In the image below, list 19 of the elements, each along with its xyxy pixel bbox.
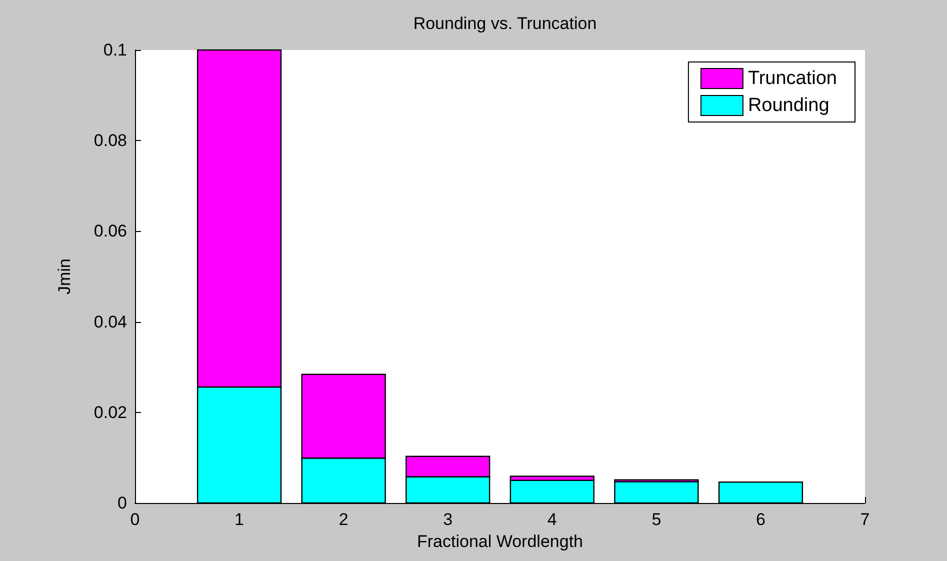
x-axis-title: Fractional Wordlength xyxy=(417,532,583,551)
y-tick-label: 0.1 xyxy=(103,40,127,60)
x-tick-label: 4 xyxy=(547,510,557,529)
y-tick-label: 0 xyxy=(118,494,127,512)
y-tick-label: 0.04 xyxy=(94,312,127,332)
x-tick-label: 1 xyxy=(234,510,244,529)
x-tick-label: 7 xyxy=(860,510,870,529)
x-tick-label: 6 xyxy=(756,510,766,529)
chart-title: Rounding vs. Truncation xyxy=(413,14,597,33)
x-tick-label: 5 xyxy=(652,510,662,529)
x-tick-label: 2 xyxy=(338,510,348,529)
y-tick-label: 0.06 xyxy=(94,222,127,241)
x-tick-label: 0 xyxy=(130,510,140,529)
y-axis-title: Jmin xyxy=(55,258,74,294)
legend-label: Truncation xyxy=(748,68,837,89)
legend-label: Rounding xyxy=(748,95,830,116)
y-tick-label: 0.02 xyxy=(94,402,127,422)
y-tick-label: 0.08 xyxy=(94,131,127,150)
x-tick-label: 3 xyxy=(443,510,453,529)
